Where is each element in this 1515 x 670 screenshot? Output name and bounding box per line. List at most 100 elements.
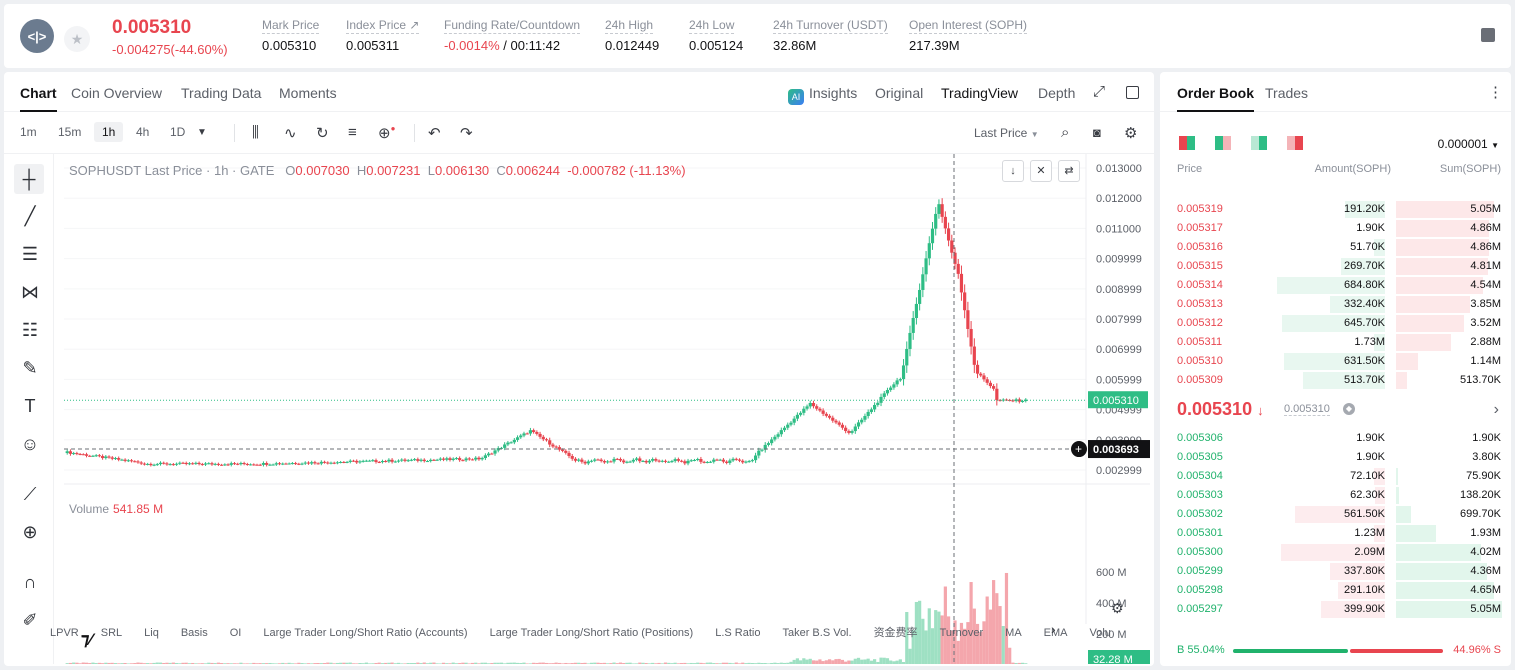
tab-chart[interactable]: Chart (20, 85, 57, 112)
trendline-icon[interactable]: ╱ (24, 206, 36, 226)
tab-trading-data[interactable]: Trading Data (181, 85, 262, 101)
chevron-right-icon[interactable]: › (1493, 401, 1499, 418)
tab-coin-overview[interactable]: Coin Overview (71, 85, 163, 101)
chevron-right-icon[interactable]: › (1051, 621, 1056, 637)
bid-row[interactable]: 0.005302 561.50K 699.70K (1160, 505, 1511, 524)
precision-select[interactable]: 0.000001 ▼ (1437, 137, 1499, 151)
sell-view-icon[interactable] (1215, 136, 1231, 150)
bid-row[interactable]: 0.005297 399.90K 5.05M (1160, 600, 1511, 619)
buy-view-icon[interactable] (1251, 136, 1267, 150)
indicator-item[interactable]: Large Trader Long/Short Ratio (Accounts) (263, 627, 468, 639)
indicator-item[interactable]: Turnover (939, 627, 984, 639)
settings-icon[interactable]: ⚙ (1111, 600, 1124, 616)
ask-row[interactable]: 0.005319 191.20K 5.05M (1160, 200, 1511, 219)
timeframe-1m[interactable]: 1m (20, 125, 37, 139)
tab-order-book[interactable]: Order Book (1177, 85, 1255, 112)
indicator-item[interactable]: MA (1005, 627, 1022, 639)
ruler-icon[interactable]: ⟋ (23, 484, 37, 504)
candle-body (625, 461, 629, 463)
bid-row[interactable]: 0.005305 1.90K 3.80K (1160, 448, 1511, 467)
ask-row[interactable]: 0.005316 51.70K 4.86M (1160, 238, 1511, 257)
view-original[interactable]: Original (875, 85, 924, 101)
price-type-select[interactable]: Last Price ▼ (974, 126, 1039, 140)
indicator-item[interactable]: SRL (100, 627, 123, 639)
pattern-icon[interactable]: ⋈ (21, 282, 39, 302)
crosshair-icon[interactable]: ┼ (14, 164, 44, 194)
timeframe-1d[interactable]: 1D (170, 125, 186, 139)
view-tradingview[interactable]: TradingView (941, 85, 1019, 101)
indicator-item[interactable]: Volu (1089, 627, 1111, 639)
indicator-item[interactable]: LPVR (50, 627, 79, 639)
stat-label[interactable]: Index Price ↗ (346, 18, 420, 34)
bid-row[interactable]: 0.005298 291.10K 4.65M (1160, 581, 1511, 600)
horizontal-lines-icon[interactable]: ☰ (21, 244, 39, 264)
bid-row[interactable]: 0.005300 2.09M 4.02M (1160, 543, 1511, 562)
text-tool-icon[interactable]: T (24, 396, 36, 416)
stat-label[interactable]: Mark Price (262, 18, 320, 34)
indicator-item[interactable]: OI (229, 627, 242, 639)
expand-icon[interactable]: ⤢ (1093, 83, 1106, 100)
indicator-item[interactable]: Large Trader Long/Short Ratio (Positions… (489, 627, 694, 639)
emoji-icon[interactable]: ☺ (20, 434, 40, 454)
ask-row[interactable]: 0.005311 1.73M 2.88M (1160, 333, 1511, 352)
tab-trades[interactable]: Trades (1265, 85, 1309, 101)
indicators-icon[interactable]: ∿ (284, 125, 297, 142)
ask-row[interactable]: 0.005315 269.70K 4.81M (1160, 257, 1511, 276)
pencil-lock-icon[interactable]: ✐ (22, 610, 38, 630)
ask-row[interactable]: 0.005313 332.40K 3.85M (1160, 295, 1511, 314)
bid-row[interactable]: 0.005306 1.90K 1.90K (1160, 429, 1511, 448)
scroll-down-icon[interactable]: ↓ (1002, 160, 1024, 182)
indicator-item[interactable]: Liq (144, 627, 159, 639)
stat-label[interactable]: Funding Rate/Countdown (444, 18, 581, 34)
more-icon[interactable]: ⋮ (1488, 84, 1503, 101)
open-value: 0.007030 (295, 163, 350, 178)
price-chart[interactable]: 0.013000 0.012000 0.011000 0.009999 0.008999… (54, 154, 1150, 664)
volume-bar (454, 663, 459, 664)
mid-price[interactable]: 0.005310 ↓ (1177, 399, 1264, 420)
bid-row[interactable]: 0.005304 72.10K 75.90K (1160, 467, 1511, 486)
candle-type-icon[interactable]: ⫼ (252, 124, 259, 141)
candle-body (351, 460, 356, 462)
view-insights[interactable]: AI Insights (788, 85, 857, 105)
window-icon[interactable] (1126, 86, 1139, 99)
indicator-item[interactable]: L.S Ratio (715, 627, 761, 639)
both-view-icon[interactable] (1179, 136, 1195, 150)
timeframe-dropdown-icon[interactable]: ▼ (197, 127, 207, 138)
gear-icon[interactable]: ⚙ (1124, 125, 1138, 142)
ask-row[interactable]: 0.005314 684.80K 4.54M (1160, 276, 1511, 295)
ask-row[interactable]: 0.005309 513.70K 513.70K (1160, 371, 1511, 390)
ask-row[interactable]: 0.005312 645.70K 3.52M (1160, 314, 1511, 333)
candle-body (802, 408, 806, 413)
bid-row[interactable]: 0.005299 337.80K 4.36M (1160, 562, 1511, 581)
sync-icon[interactable]: ⇄ (1058, 160, 1080, 182)
brush-icon[interactable]: ✎ (22, 358, 38, 378)
book-icon[interactable] (1481, 28, 1495, 42)
indicator-item[interactable]: EMA (1043, 627, 1068, 639)
undo-icon[interactable]: ↶ (428, 125, 441, 142)
collapse-icon[interactable]: ✕ (1030, 160, 1052, 182)
ask-row[interactable]: 0.005317 1.90K 4.86M (1160, 219, 1511, 238)
view-depth[interactable]: Depth (1038, 85, 1076, 101)
templates-icon[interactable]: ≡ (348, 124, 357, 141)
redo-icon[interactable]: ↷ (460, 125, 473, 142)
indicator-item[interactable]: 资金费率 (873, 627, 918, 639)
bid-row[interactable]: 0.005301 1.23M 1.93M (1160, 524, 1511, 543)
timeframe-15m[interactable]: 15m (58, 125, 82, 139)
tab-moments[interactable]: Moments (279, 85, 337, 101)
add-alert-icon[interactable]: ⊕● (378, 124, 396, 142)
search-icon[interactable]: ⌕ (1061, 124, 1070, 141)
zoom-in-icon[interactable]: ⊕ (22, 522, 38, 542)
favorite-star-icon[interactable]: ★ (64, 26, 90, 52)
timeframe-1h[interactable]: 1h (94, 122, 124, 142)
refresh-icon[interactable]: ↻ (316, 125, 329, 142)
compact-view-icon[interactable] (1287, 136, 1303, 150)
magnet-icon[interactable]: ∩ (23, 572, 37, 592)
indicator-item[interactable]: Basis (180, 627, 208, 639)
timeframe-4h[interactable]: 4h (136, 125, 150, 139)
ask-row[interactable]: 0.005310 631.50K 1.14M (1160, 352, 1511, 371)
camera-icon[interactable]: ◙ (1093, 125, 1101, 140)
volume-bar (535, 662, 539, 664)
bid-row[interactable]: 0.005303 62.30K 138.20K (1160, 486, 1511, 505)
fib-icon[interactable]: ☷ (21, 320, 39, 340)
indicator-item[interactable]: Taker B.S Vol. (782, 627, 852, 639)
